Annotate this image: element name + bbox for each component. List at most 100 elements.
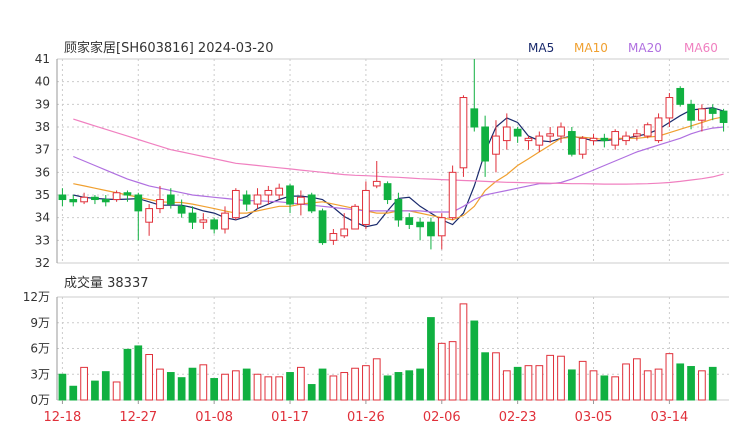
- volume-bar: [513, 366, 522, 401]
- candle-body: [383, 183, 392, 201]
- candle: [676, 86, 685, 107]
- volume-bar: [58, 373, 67, 401]
- candle: [297, 190, 305, 216]
- candle-body: [145, 208, 153, 223]
- candle: [437, 213, 446, 250]
- candle: [231, 188, 240, 220]
- candle-body: [481, 126, 489, 162]
- candle: [58, 188, 67, 207]
- candle: [383, 181, 392, 205]
- candle: [166, 188, 175, 209]
- candle-body: [492, 135, 500, 155]
- volume-bar: [231, 370, 240, 401]
- date-tick-label: 02-06: [423, 410, 461, 425]
- candle: [600, 133, 609, 148]
- candle: [145, 204, 153, 236]
- volume-axis: 12万 9万 6万 3万 0万: [23, 290, 58, 407]
- date-tick-label: 01-08: [195, 410, 233, 425]
- candle-body: [708, 108, 717, 114]
- candle-body: [297, 196, 305, 205]
- candle-body: [622, 135, 630, 142]
- candle-body: [557, 126, 565, 137]
- candle: [622, 131, 630, 146]
- volume-bar: [112, 381, 121, 401]
- candle: [416, 217, 424, 241]
- volume-bar: [199, 364, 208, 401]
- volume-bar: [459, 303, 468, 401]
- candle-body: [286, 185, 294, 205]
- candle-body: [264, 189, 273, 196]
- price-tick-label: 33: [35, 233, 50, 247]
- candle: [177, 199, 186, 218]
- candle: [91, 195, 99, 205]
- candle: [221, 206, 229, 234]
- candle-body: [611, 131, 620, 146]
- volume-bar: [708, 366, 717, 401]
- candle-body: [80, 196, 88, 203]
- volume-bar: [275, 376, 284, 401]
- candles: [58, 59, 728, 250]
- candle-body: [318, 210, 327, 244]
- candle: [286, 183, 294, 214]
- candle-body: [221, 212, 229, 230]
- volume-bar: [665, 353, 674, 401]
- candle: [546, 127, 555, 143]
- candle: [210, 217, 219, 234]
- price-tick-label: 35: [35, 188, 50, 202]
- volume-bar: [69, 385, 78, 401]
- volume-bar: [264, 376, 273, 401]
- volume-bar: [578, 360, 587, 401]
- candle: [242, 190, 251, 211]
- candle: [112, 190, 121, 202]
- candle: [101, 195, 110, 207]
- candle-body: [69, 199, 78, 203]
- volume-bar: [242, 368, 251, 401]
- volume-bar: [643, 370, 652, 401]
- price-tick-label: 40: [35, 75, 50, 89]
- candle: [578, 136, 587, 159]
- volume-bar: [210, 378, 219, 401]
- candle-body: [307, 194, 316, 212]
- candle: [589, 133, 598, 146]
- candle-body: [362, 189, 370, 225]
- volume-bar: [437, 342, 446, 401]
- candle-body: [112, 192, 121, 201]
- price-tick-label: 38: [35, 120, 50, 134]
- candle: [156, 185, 164, 214]
- candle: [362, 181, 370, 229]
- ma-line-ma60: [73, 118, 724, 185]
- candle: [351, 204, 359, 230]
- volume-bar: [676, 363, 685, 401]
- candle-body: [459, 97, 468, 169]
- volume-bar: [698, 370, 706, 401]
- volume-bar: [502, 370, 511, 401]
- candle-body: [340, 228, 349, 237]
- candle-body: [58, 194, 67, 201]
- volume-tick-label: 6万: [30, 342, 50, 356]
- price-axis: 41 40 39 38 37 36 35 34 33 32: [35, 52, 58, 270]
- candle: [687, 99, 695, 130]
- volume-bar: [134, 345, 143, 401]
- candle: [427, 217, 435, 250]
- volume-bar: [340, 372, 349, 401]
- legend-ma5: MA5: [528, 41, 554, 55]
- candle: [654, 113, 663, 143]
- volume-bar: [622, 363, 630, 401]
- volume-bar: [101, 371, 110, 401]
- candle-body: [600, 137, 609, 142]
- candle: [340, 213, 349, 239]
- candle-body: [275, 187, 284, 196]
- candle-body: [546, 133, 555, 137]
- date-tick-label: 01-26: [347, 410, 385, 425]
- candle: [405, 213, 414, 229]
- candle: [188, 206, 197, 229]
- candle: [524, 136, 533, 150]
- candle-body: [156, 199, 164, 210]
- volume-bar: [188, 367, 197, 401]
- legend-ma10: MA10: [574, 41, 608, 55]
- date-axis: 12-18 12-27 01-08 01-17 01-26 02-06 02-23 03-05…: [44, 400, 688, 425]
- candle-body: [524, 137, 533, 142]
- volume-bar: [297, 366, 305, 401]
- volume-bar: [318, 368, 327, 401]
